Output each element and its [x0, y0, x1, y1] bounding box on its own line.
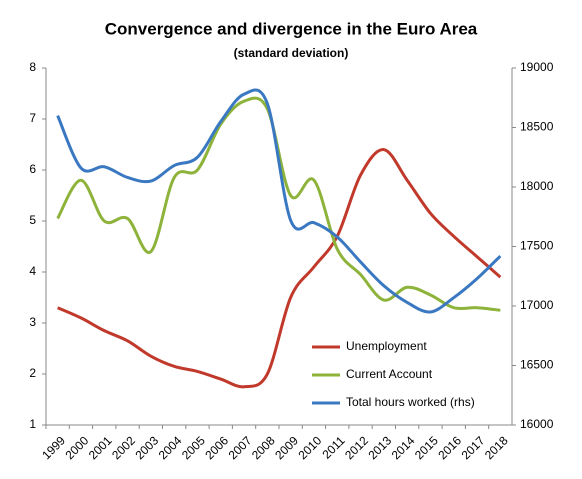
x-tick-label: 2007 [226, 433, 255, 462]
y2-tick-label: 18000 [520, 179, 554, 193]
x-tick-label: 2015 [412, 433, 441, 462]
x-tick-label: 2004 [156, 433, 185, 462]
x-tick-label: 1999 [39, 433, 68, 462]
y2-tick-label: 19000 [520, 60, 554, 74]
x-tick-label: 2017 [459, 433, 488, 462]
x-tick-label: 2013 [365, 433, 394, 462]
x-tick-label: 2010 [296, 433, 325, 462]
x-tick-label: 2001 [86, 433, 115, 462]
y2-tick-label: 16000 [520, 417, 554, 431]
y2-tick-label: 16500 [520, 358, 554, 372]
series-line [56, 96, 501, 312]
chart-subtitle: (standard deviation) [234, 46, 349, 60]
x-tick-label: 2000 [63, 433, 92, 462]
y-tick-label: 6 [29, 162, 36, 176]
legend-label: Unemployment [346, 339, 427, 353]
y-tick-label: 1 [29, 417, 36, 431]
y-tick-label: 5 [29, 213, 36, 227]
x-tick-label: 2008 [249, 433, 278, 462]
y-tick-label: 8 [29, 60, 36, 74]
legend-label: Total hours worked (rhs) [346, 395, 475, 409]
x-tick-label: 2011 [319, 433, 347, 461]
x-tick-label: 2006 [202, 433, 231, 462]
y-tick-label: 7 [29, 111, 36, 125]
x-tick-label: 2012 [342, 433, 371, 462]
legend-label: Current Account [346, 367, 433, 381]
y-tick-label: 2 [29, 366, 36, 380]
x-tick-label: 2002 [109, 433, 138, 462]
x-tick-label: 2016 [435, 433, 464, 462]
y-tick-label: 3 [29, 315, 36, 329]
x-tick-label: 2014 [389, 433, 418, 462]
y2-tick-label: 17500 [520, 239, 554, 253]
x-tick-label: 2018 [482, 433, 511, 462]
y-tick-label: 4 [29, 264, 36, 278]
series-line [56, 88, 502, 314]
x-tick-label: 2005 [179, 433, 208, 462]
chart-title: Convergence and divergence in the Euro A… [105, 19, 478, 38]
x-tick-label: 2003 [132, 433, 161, 462]
series-line [57, 148, 502, 389]
y2-tick-label: 17000 [520, 298, 554, 312]
x-tick-label: 2009 [272, 433, 301, 462]
y2-tick-label: 18500 [520, 120, 554, 134]
